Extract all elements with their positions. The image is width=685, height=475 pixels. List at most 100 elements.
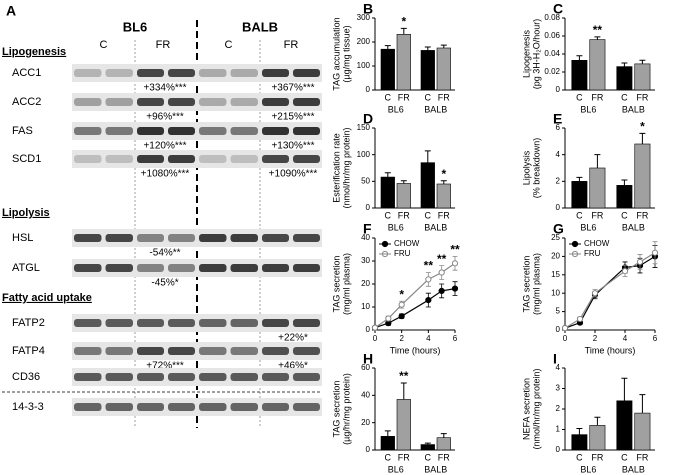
blot-strip <box>72 229 322 247</box>
x-tick-label: FR <box>398 452 410 462</box>
x-axis-label: Time (hours) <box>585 345 636 355</box>
change-note: +130%*** <box>271 141 314 152</box>
blot-band <box>105 403 133 411</box>
blot-band <box>137 347 164 355</box>
protein-label: FATP4 <box>12 345 45 357</box>
condition-label: FR <box>156 39 171 51</box>
error-bar <box>424 46 431 51</box>
blot-band <box>230 403 258 411</box>
y-tick-label: 50 <box>361 176 370 185</box>
blot-band <box>105 264 133 272</box>
x-tick-label: C <box>425 452 432 462</box>
blot-band <box>199 98 227 106</box>
protein-label: CD36 <box>12 371 40 383</box>
x-tick-label: 0 <box>563 334 568 343</box>
blot-band <box>74 319 102 327</box>
blot-band <box>230 234 258 242</box>
blot-band <box>230 319 258 327</box>
y-tick-label: 1 <box>556 425 561 434</box>
blot-band <box>293 264 320 272</box>
y-tick-label: 30 <box>361 256 370 265</box>
y-tick-label: 5 <box>556 307 561 316</box>
blot-band <box>293 347 320 355</box>
x-tick-label: FR <box>438 210 450 220</box>
blot-band <box>230 69 258 77</box>
blot-band <box>137 98 164 106</box>
blot-band <box>199 155 227 163</box>
x-tick-label: 4 <box>623 334 628 343</box>
error-bar <box>621 179 628 186</box>
error-bar <box>594 416 601 426</box>
blot-band <box>137 319 164 327</box>
y-tick-label: 20 <box>361 418 370 427</box>
error-bar <box>576 427 583 435</box>
bar <box>420 162 435 209</box>
panel-label: I <box>553 351 557 367</box>
y-tick-label: 0.04 <box>544 49 560 58</box>
blot-band <box>74 155 102 163</box>
group-label: BL6 <box>580 104 596 114</box>
y-tick-label: 100 <box>357 61 371 70</box>
y-tick-label: 15 <box>551 270 560 279</box>
change-note: +334%*** <box>143 83 186 94</box>
blot-band <box>293 98 320 106</box>
blot-band <box>262 403 289 411</box>
blot-strip <box>72 368 322 386</box>
blot-band <box>199 127 227 135</box>
change-note: +1080%*** <box>141 169 190 180</box>
data-point <box>398 301 405 308</box>
y-tick-label: 0 <box>366 85 371 94</box>
blot-band <box>199 264 227 272</box>
x-tick-label: C <box>621 210 628 220</box>
y-tick-label: 2 <box>556 404 561 413</box>
x-tick-label: FR <box>636 452 648 462</box>
y-axis-label: Lipolysis <box>521 150 531 185</box>
y-tick-label: 0 <box>366 445 371 454</box>
change-note: +46%* <box>278 361 308 372</box>
x-tick-label: C <box>576 452 583 462</box>
protein-label: ATGL <box>12 262 40 274</box>
group-label: BALB <box>622 464 645 474</box>
panel-label: F <box>363 221 372 237</box>
blot-band <box>168 155 195 163</box>
blot-band <box>262 319 289 327</box>
x-tick-label: FR <box>591 452 603 462</box>
blot-band <box>137 403 164 411</box>
bar <box>380 48 395 91</box>
bar <box>420 444 435 451</box>
bar <box>571 59 588 91</box>
y-tick-label: 10 <box>361 302 370 311</box>
y-tick-label: 2 <box>556 176 561 185</box>
blot-band <box>230 347 258 355</box>
bar <box>436 437 451 451</box>
data-point <box>425 297 432 304</box>
significance: * <box>441 167 446 181</box>
group-label: BL6 <box>123 19 148 34</box>
data-point <box>371 324 379 331</box>
y-tick-label: 20 <box>551 252 560 261</box>
error-bar <box>594 36 601 40</box>
blot-band <box>262 234 289 242</box>
error-bar <box>639 394 646 414</box>
protein-label: SCD1 <box>12 153 41 165</box>
panel-label: H <box>363 351 373 367</box>
error-bar <box>384 172 391 178</box>
blot-band <box>74 127 102 135</box>
blot-strip <box>72 64 322 82</box>
x-tick-label: C <box>425 210 432 220</box>
bar <box>616 66 633 91</box>
legend-label: CHOW <box>394 239 420 248</box>
group-label: BL6 <box>580 464 596 474</box>
significance: * <box>399 287 404 301</box>
y-tick-label: 0 <box>366 203 371 212</box>
x-tick-label: C <box>576 92 583 102</box>
significance: ** <box>593 23 603 37</box>
bar <box>571 181 588 209</box>
change-note: +367%*** <box>271 83 314 94</box>
y-tick-label: 0.08 <box>544 13 560 22</box>
x-tick-label: FR <box>591 92 603 102</box>
y-tick-label: 0 <box>366 325 371 334</box>
blot-band <box>230 264 258 272</box>
panel-label: A <box>6 3 16 19</box>
bar <box>420 50 435 91</box>
